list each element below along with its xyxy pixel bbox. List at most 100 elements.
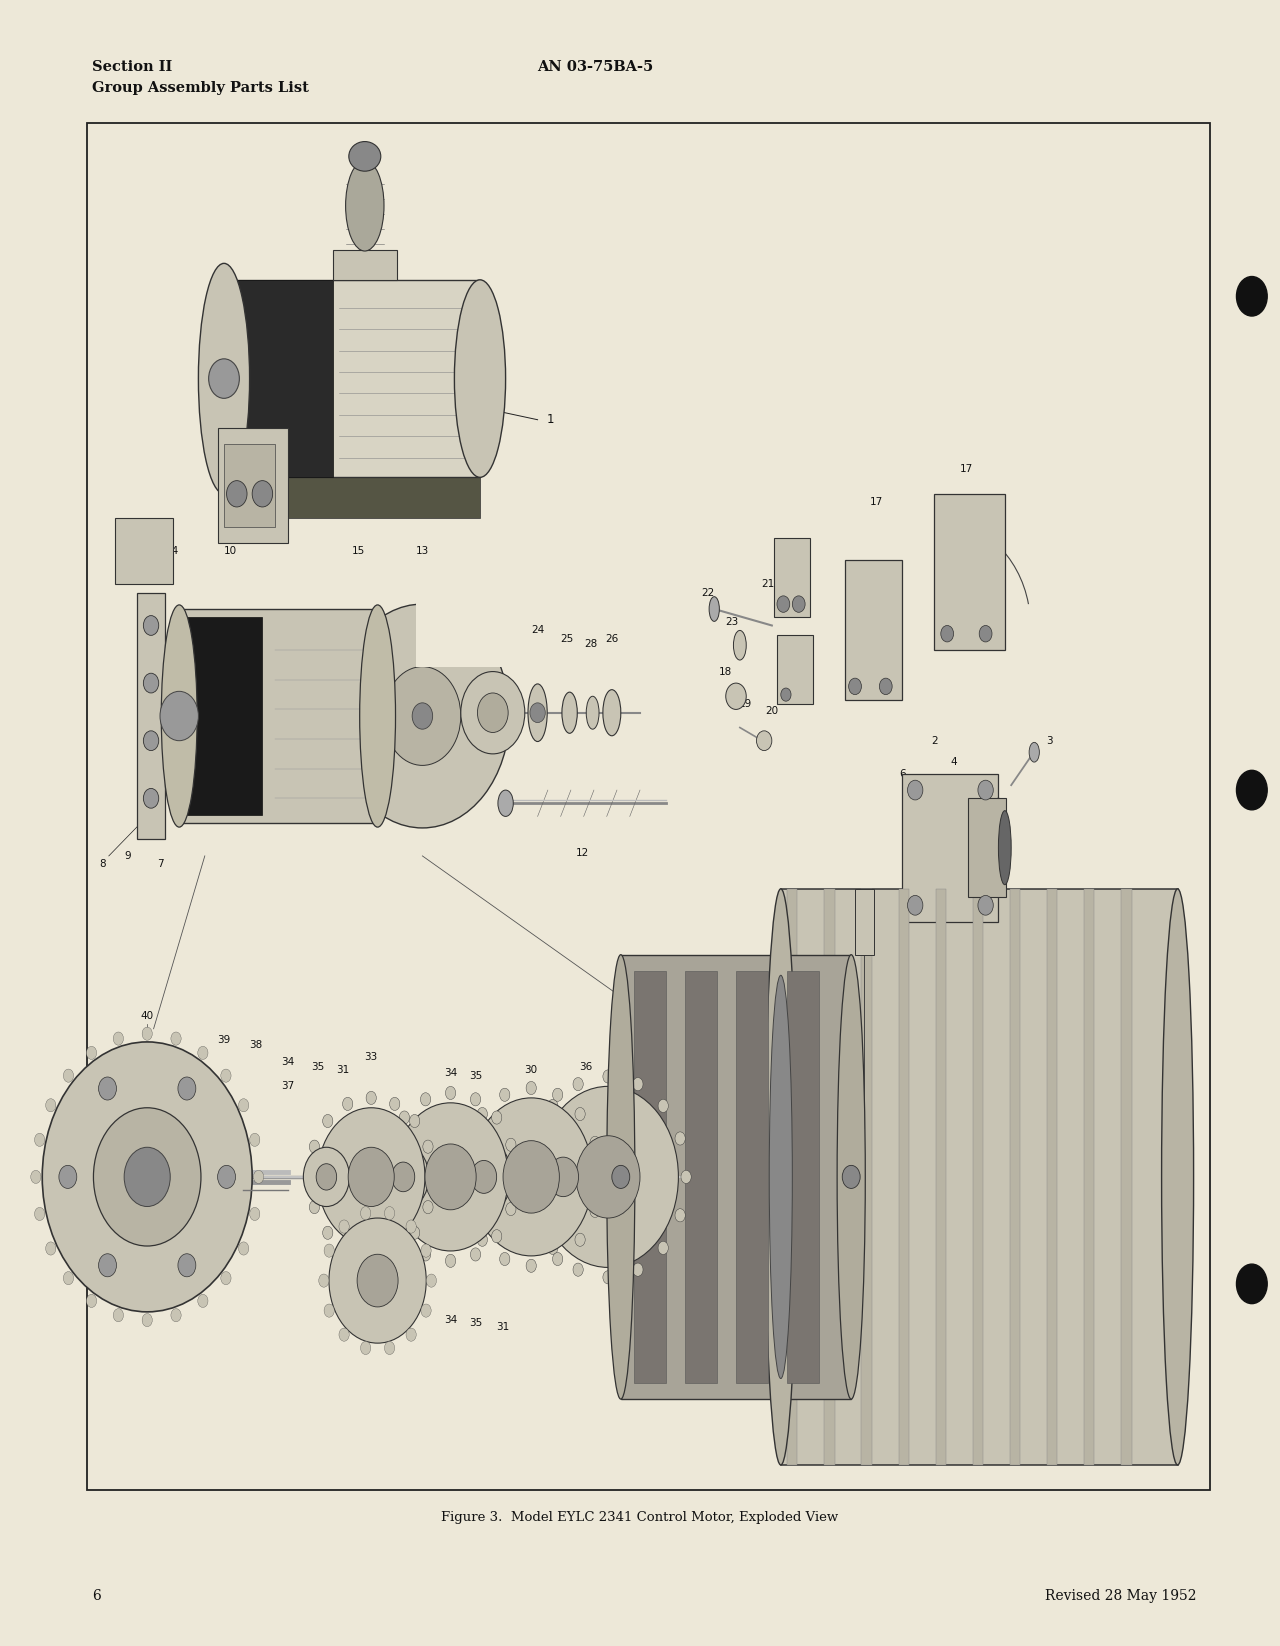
Circle shape [632, 1078, 643, 1091]
Circle shape [361, 1207, 371, 1220]
Circle shape [124, 1147, 170, 1207]
Text: 33: 33 [365, 1052, 378, 1062]
Ellipse shape [765, 889, 796, 1465]
Circle shape [323, 1114, 333, 1128]
Circle shape [348, 1147, 394, 1207]
Text: 40: 40 [141, 1011, 154, 1021]
Text: 38: 38 [250, 1040, 262, 1050]
Ellipse shape [607, 955, 635, 1399]
Circle shape [456, 1141, 512, 1213]
Circle shape [849, 678, 861, 695]
Circle shape [553, 1253, 563, 1266]
Text: 18: 18 [719, 667, 732, 677]
Circle shape [1236, 770, 1267, 810]
Circle shape [506, 1137, 516, 1151]
Ellipse shape [360, 606, 396, 828]
Circle shape [422, 1200, 433, 1213]
Circle shape [612, 1165, 630, 1188]
Circle shape [548, 1241, 558, 1254]
Circle shape [603, 1271, 613, 1284]
Circle shape [426, 1274, 436, 1287]
Circle shape [361, 1341, 371, 1355]
Circle shape [511, 1170, 521, 1183]
Circle shape [548, 1157, 579, 1197]
Circle shape [410, 1226, 420, 1239]
Circle shape [573, 1262, 584, 1276]
Circle shape [198, 1047, 209, 1060]
Circle shape [406, 1220, 416, 1233]
Bar [736, 971, 768, 1383]
Circle shape [335, 604, 509, 828]
Text: 23: 23 [726, 617, 739, 627]
Circle shape [378, 1144, 429, 1210]
Circle shape [531, 1208, 541, 1221]
Ellipse shape [161, 606, 197, 828]
Circle shape [324, 1304, 334, 1317]
Text: 17: 17 [870, 497, 883, 507]
Circle shape [781, 688, 791, 701]
Circle shape [531, 1136, 595, 1218]
Circle shape [46, 1100, 56, 1113]
Circle shape [42, 1042, 252, 1312]
Bar [787, 971, 819, 1383]
Circle shape [503, 1141, 559, 1213]
Circle shape [366, 1249, 376, 1262]
Circle shape [879, 678, 892, 695]
Text: 22: 22 [701, 588, 714, 597]
Text: 25: 25 [561, 634, 573, 644]
Ellipse shape [349, 142, 381, 171]
Bar [115, 518, 173, 584]
Bar [218, 428, 288, 543]
Circle shape [178, 1254, 196, 1277]
Text: 21: 21 [762, 579, 774, 589]
Bar [416, 593, 512, 667]
Circle shape [385, 1203, 396, 1216]
Circle shape [46, 1241, 56, 1254]
Text: 29: 29 [634, 1049, 646, 1058]
Bar [224, 280, 480, 477]
Circle shape [471, 1248, 481, 1261]
Circle shape [477, 693, 508, 732]
Circle shape [324, 1244, 334, 1258]
Bar [899, 889, 909, 1465]
Circle shape [316, 1164, 337, 1190]
Circle shape [221, 1068, 232, 1081]
Circle shape [978, 895, 993, 915]
Circle shape [86, 1294, 96, 1307]
Bar [861, 889, 872, 1465]
Circle shape [172, 1309, 182, 1322]
Circle shape [658, 1100, 668, 1113]
Circle shape [477, 1233, 488, 1246]
Circle shape [421, 1244, 431, 1258]
Ellipse shape [498, 790, 513, 816]
Circle shape [492, 1111, 502, 1124]
Bar [685, 971, 717, 1383]
Circle shape [59, 1165, 77, 1188]
Bar [973, 889, 983, 1465]
Ellipse shape [198, 263, 250, 494]
Circle shape [305, 1170, 315, 1183]
Circle shape [530, 703, 545, 723]
Circle shape [35, 1208, 45, 1221]
Circle shape [339, 1220, 349, 1233]
Circle shape [421, 1304, 431, 1317]
Circle shape [1236, 277, 1267, 316]
Circle shape [339, 1328, 349, 1341]
Circle shape [420, 1093, 430, 1106]
Circle shape [603, 1070, 613, 1083]
Bar [777, 635, 813, 704]
Ellipse shape [454, 280, 506, 477]
Circle shape [471, 1093, 481, 1106]
Circle shape [526, 1259, 536, 1272]
Circle shape [477, 1108, 488, 1121]
Circle shape [87, 1047, 97, 1060]
Ellipse shape [562, 693, 577, 734]
Text: 35: 35 [311, 1062, 324, 1072]
Circle shape [842, 1165, 860, 1188]
Circle shape [406, 1328, 416, 1341]
Circle shape [310, 1141, 320, 1154]
Text: 13: 13 [416, 546, 429, 556]
Ellipse shape [989, 798, 1009, 897]
Ellipse shape [529, 685, 548, 741]
Text: 15: 15 [352, 546, 365, 556]
